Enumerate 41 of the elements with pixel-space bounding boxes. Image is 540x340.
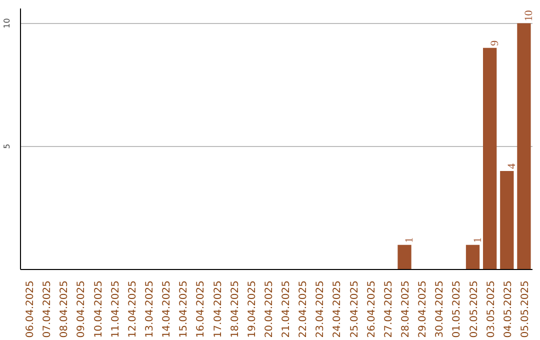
x-tick-label: 18.04.2025 (230, 280, 241, 338)
x-tick-label: 23.04.2025 (315, 280, 326, 338)
x-tick-label: 24.04.2025 (332, 280, 344, 338)
data-label: 10 (522, 10, 535, 22)
x-tick-label: 01.05.2025 (452, 280, 463, 338)
data-label: 9 (488, 40, 501, 46)
x-tick-label: 21.04.2025 (281, 280, 292, 338)
x-tick-label: 26.04.2025 (366, 280, 378, 338)
x-tick-label: 11.04.2025 (110, 280, 122, 338)
x-tick-label: 12.04.2025 (127, 280, 138, 338)
x-tick-label: 17.04.2025 (212, 280, 224, 338)
x-tick-label: 30.04.2025 (434, 280, 446, 338)
x-tick-label: 06.04.2025 (25, 280, 36, 338)
bar (466, 244, 480, 270)
x-tick-label: 13.04.2025 (144, 280, 156, 338)
x-tick-label: 27.04.2025 (383, 280, 394, 338)
x-tick-label: 28.04.2025 (400, 280, 412, 338)
x-tick-label: 25.04.2025 (349, 280, 360, 338)
x-tick-label: 15.04.2025 (178, 280, 190, 338)
x-tick-label: 05.05.2025 (520, 280, 531, 338)
data-label: 1 (404, 237, 416, 243)
x-tick-label: 22.04.2025 (298, 280, 310, 338)
x-tick-label: 02.05.2025 (468, 280, 480, 338)
x-tick-label: 10.04.2025 (93, 280, 104, 338)
data-label: 1 (472, 237, 484, 243)
x-tick-label: 03.05.2025 (486, 280, 497, 338)
x-tick-label: 09.04.2025 (76, 280, 88, 338)
x-tick-label: 14.04.2025 (162, 280, 173, 338)
data-label: 4 (506, 163, 518, 170)
x-tick-label: 07.04.2025 (42, 280, 54, 338)
x-tick-label: 29.04.2025 (418, 280, 429, 338)
bar (398, 244, 412, 270)
y-tick-label: 5 (2, 144, 12, 149)
x-tick-label: 16.04.2025 (196, 280, 207, 338)
bar (517, 23, 531, 270)
x-tick-label: 08.04.2025 (59, 280, 70, 338)
bar (500, 171, 514, 270)
x-tick-label: 04.05.2025 (502, 280, 514, 338)
x-tick-label: 19.04.2025 (246, 280, 258, 338)
bar (483, 48, 497, 270)
x-tick-label: 20.04.2025 (264, 280, 275, 338)
